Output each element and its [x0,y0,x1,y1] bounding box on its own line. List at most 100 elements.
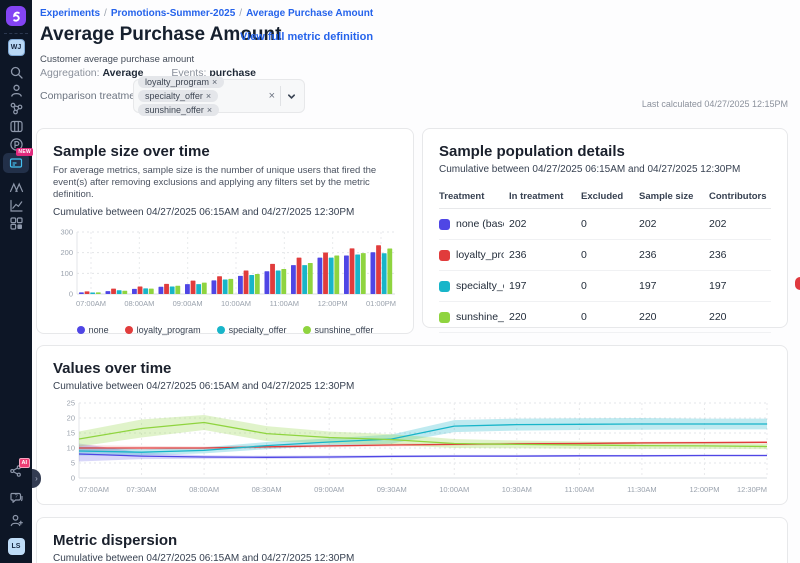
experiment-icon [9,157,23,169]
contributors-value: 220 [709,311,771,323]
sidebar-item-home[interactable] [0,6,32,26]
legend-item[interactable]: loyalty_program [125,325,201,335]
chip-remove-icon[interactable]: × [206,91,211,101]
main-content: Experiments/Promotions-Summer-2025/Avera… [32,0,800,563]
table-row: none (baseline)2020202202 [439,209,771,240]
columns-icon [9,119,24,134]
sidebar-item-help[interactable]: ? [0,490,32,505]
clear-all-icon[interactable]: × [264,90,280,102]
aggregation-label: Aggregation: [40,67,100,79]
dispersion-title: Metric dispersion [53,532,771,549]
statsig-logo-icon [6,6,26,26]
svg-text:09:00AM: 09:00AM [314,485,344,494]
values-range: Cumulative between 04/27/2025 06:15AM an… [53,381,771,392]
values-over-time-card: Values over time Cumulative between 04/2… [36,345,788,505]
svg-text:12:30PM: 12:30PM [737,485,767,494]
treatment-color-swatch [439,219,450,230]
sidebar-item-ab-testing[interactable] [0,180,32,195]
ab-test-icon [9,180,24,195]
sidebar-item-users[interactable] [0,83,32,98]
person-icon [9,83,24,98]
legend-label: none [89,325,109,335]
svg-text:09:00AM: 09:00AM [173,299,203,308]
view-metric-definition-link[interactable]: View full metric definition [240,31,373,43]
excluded-value: 0 [581,311,639,323]
sidebar: WJ NEW [0,0,32,563]
breadcrumb-link[interactable]: Promotions-Summer-2025 [111,8,235,19]
chip-label: loyalty_program [145,77,209,87]
sidebar-item-metrics[interactable] [0,198,32,213]
sidebar-item-segments[interactable] [0,101,32,116]
treatment-cell: none (baseline) [439,218,509,230]
col-excluded: Excluded [581,191,639,202]
svg-text:10:30AM: 10:30AM [502,485,532,494]
sample-size-bar-chart[interactable]: 010020030007:00AM08:00AM09:00AM10:00AM11… [53,224,399,316]
svg-text:11:00AM: 11:00AM [565,485,594,494]
metric-subtitle: Customer average purchase amount [40,54,194,65]
treatment-name: specialty_offer [456,280,504,292]
values-line-chart[interactable]: 051015202507:00AM07:30AM08:00AM08:30AM09… [53,398,773,508]
experiments-active-pill: NEW [3,153,29,173]
new-badge: NEW [16,148,33,156]
sidebar-item-search[interactable] [0,65,32,80]
treatment-multiselect[interactable]: loyalty_program×specialty_offer×sunshine… [133,79,305,113]
sidebar-item-dashboards[interactable] [0,216,32,231]
legend-item[interactable]: specialty_offer [217,325,287,335]
sample-size-value: 202 [639,218,709,230]
col-treatment: Treatment [439,191,509,202]
treatment-chip[interactable]: loyalty_program× [138,76,224,88]
user-avatar: LS [8,538,25,555]
search-icon [9,65,24,80]
excluded-value: 0 [581,249,639,261]
treatment-name: sunshine_offer [456,311,504,323]
svg-text:11:00AM: 11:00AM [270,299,299,308]
sidebar-item-invite[interactable] [0,513,32,528]
population-table-header: Treatment In treatment Excluded Sample s… [439,185,771,209]
sidebar-item-workspace[interactable]: WJ [0,39,32,56]
treatment-cell: sunshine_offer [439,311,509,323]
chip-remove-icon[interactable]: × [212,77,217,87]
table-row: specialty_offer1970197197 [439,271,771,302]
treatment-chip[interactable]: specialty_offer× [138,90,218,102]
legend-dot [217,326,225,334]
contributors-value: 197 [709,280,771,292]
svg-text:5: 5 [71,459,75,468]
legend-dot [303,326,311,334]
excluded-value: 0 [581,280,639,292]
svg-text:0: 0 [71,474,75,483]
treatment-cell: specialty_offer [439,280,509,292]
breadcrumb-link[interactable]: Average Purchase Amount [246,8,373,19]
svg-text:20: 20 [67,414,75,423]
svg-text:08:30AM: 08:30AM [252,485,282,494]
svg-text:07:00AM: 07:00AM [76,299,106,308]
treatment-color-swatch [439,250,450,261]
legend-label: sunshine_offer [315,325,374,335]
legend-item[interactable]: sunshine_offer [303,325,374,335]
values-title: Values over time [53,360,771,377]
legend-label: loyalty_program [137,325,201,335]
treatment-chip[interactable]: sunshine_offer× [138,104,219,116]
chevron-down-icon[interactable] [281,92,300,101]
col-contributors: Contributors [709,191,771,202]
population-title: Sample population details [439,143,771,160]
sidebar-item-ai-assist[interactable]: AI [0,464,32,478]
treatment-cell: loyalty_program [439,249,509,261]
sidebar-item-account[interactable]: LS [0,538,32,555]
legend-dot [125,326,133,334]
treatment-chips: loyalty_program×specialty_offer×sunshine… [138,76,264,116]
right-edge-handle[interactable] [795,277,800,290]
svg-text:11:30AM: 11:30AM [627,485,656,494]
svg-text:07:00AM: 07:00AM [79,485,109,494]
legend-item[interactable]: none [77,325,109,335]
breadcrumb-link[interactable]: Experiments [40,8,100,19]
sidebar-item-experiments[interactable]: NEW [0,153,32,173]
svg-text:0: 0 [69,290,73,299]
sidebar-item-feeds[interactable] [0,119,32,134]
svg-text:09:30AM: 09:30AM [377,485,407,494]
in-treatment-value: 202 [509,218,581,230]
workspace-badge: WJ [8,39,25,56]
in-treatment-value: 220 [509,311,581,323]
in-treatment-value: 236 [509,249,581,261]
chip-remove-icon[interactable]: × [207,105,212,115]
sample-size-card: Sample size over time For average metric… [36,128,414,334]
